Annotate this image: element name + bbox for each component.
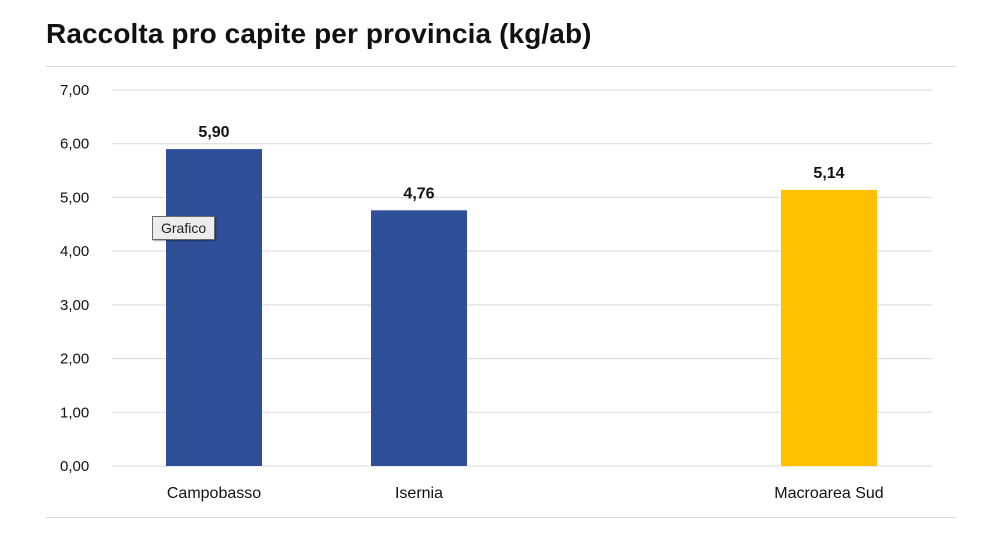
y-axis-ticks: 0,00 1,00 2,00 3,00 4,00 5,00 6,00 7,00 bbox=[60, 82, 89, 475]
chart-tooltip: Grafico bbox=[152, 216, 216, 240]
data-label: 4,76 bbox=[403, 185, 434, 202]
data-label: 5,90 bbox=[198, 124, 229, 141]
y-tick-label: 0,00 bbox=[60, 458, 89, 475]
bars bbox=[166, 149, 877, 467]
chart-frame bbox=[46, 66, 956, 518]
bar-campobasso bbox=[166, 149, 262, 467]
bar-isernia bbox=[371, 210, 467, 466]
y-tick-label: 2,00 bbox=[60, 351, 89, 368]
y-tick-label: 3,00 bbox=[60, 297, 89, 314]
x-tick-label: Isernia bbox=[395, 485, 443, 502]
x-tick-label: Campobasso bbox=[167, 485, 261, 502]
bar-macroarea-sud bbox=[781, 189, 877, 466]
y-tick-label: 5,00 bbox=[60, 189, 89, 206]
y-tick-label: 4,00 bbox=[60, 243, 89, 260]
y-tick-label: 7,00 bbox=[60, 82, 89, 99]
y-tick-label: 1,00 bbox=[60, 404, 89, 421]
data-labels: 5,90 4,76 5,14 bbox=[198, 124, 844, 202]
x-tick-label: Macroarea Sud bbox=[774, 485, 883, 502]
chart-title: Raccolta pro capite per provincia (kg/ab… bbox=[46, 18, 592, 49]
data-label: 5,14 bbox=[813, 165, 844, 182]
y-tick-label: 6,00 bbox=[60, 136, 89, 153]
x-axis-labels: Campobasso Isernia Macroarea Sud bbox=[167, 485, 884, 502]
